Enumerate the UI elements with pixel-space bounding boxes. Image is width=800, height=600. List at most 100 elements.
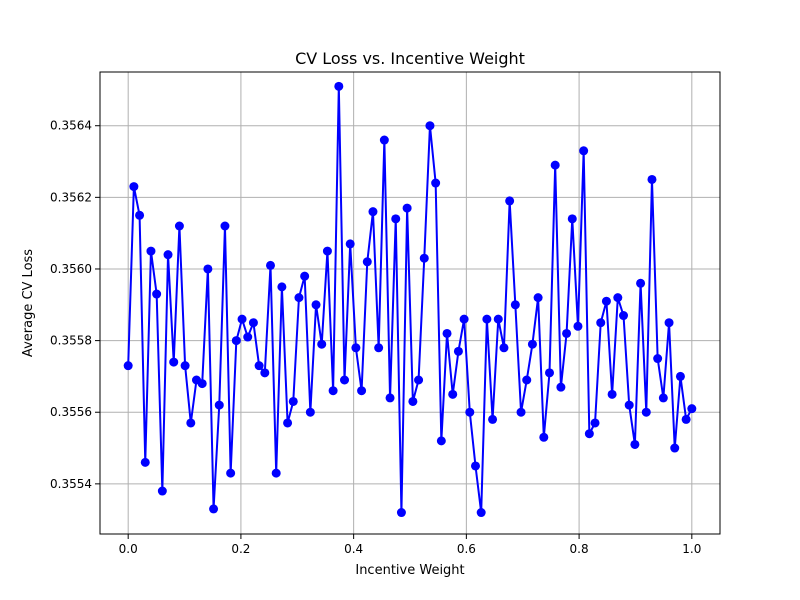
data-point [169, 357, 179, 367]
data-point [283, 418, 293, 428]
data-point [584, 429, 594, 439]
data-point [630, 439, 640, 449]
data-point [687, 404, 697, 414]
data-point [174, 221, 184, 231]
data-point [248, 318, 258, 328]
data-point [556, 382, 566, 392]
data-point [624, 400, 634, 410]
data-point [322, 246, 332, 256]
data-point [157, 486, 167, 496]
data-point [271, 468, 281, 478]
data-point [573, 321, 583, 331]
series-line [127, 85, 693, 514]
series-layer [123, 81, 697, 518]
y-tick-label: 0.3560 [50, 262, 92, 276]
data-point [146, 246, 156, 256]
data-point [414, 375, 424, 385]
x-tick-label: 1.0 [682, 542, 701, 556]
data-point [647, 174, 657, 184]
data-point [607, 389, 617, 399]
data-point [351, 343, 361, 353]
x-axis-label: Incentive Weight [355, 563, 464, 578]
y-tick-label: 0.3562 [50, 190, 92, 204]
data-point [613, 293, 623, 303]
data-point [641, 407, 651, 417]
data-point [197, 379, 207, 389]
x-axis-ticks: 0.0 0.2 0.4 0.6 0.8 1.0 [119, 534, 701, 556]
data-point [516, 407, 526, 417]
data-point [670, 443, 680, 453]
data-point [425, 121, 435, 131]
data-point [334, 81, 344, 91]
data-point [636, 278, 646, 288]
data-point [675, 371, 685, 381]
data-point [129, 182, 139, 192]
data-point [163, 250, 173, 260]
data-point [436, 436, 446, 446]
data-point [294, 293, 304, 303]
data-point [653, 354, 663, 364]
data-point [203, 264, 213, 274]
data-point [505, 196, 515, 206]
data-point [260, 368, 270, 378]
data-point [579, 146, 589, 156]
data-point [590, 418, 600, 428]
x-tick-label: 0.6 [457, 542, 476, 556]
data-point [357, 386, 367, 396]
x-tick-label: 0.8 [570, 542, 589, 556]
data-point [368, 207, 378, 217]
data-point [317, 339, 327, 349]
data-point [596, 318, 606, 328]
y-axis-label: Average CV Loss [21, 249, 36, 357]
data-point [277, 282, 287, 292]
data-point [135, 210, 145, 220]
data-point [419, 253, 429, 263]
data-point [658, 393, 668, 403]
data-point [545, 368, 554, 378]
data-point [550, 160, 560, 170]
data-point [231, 336, 241, 346]
data-point [266, 260, 275, 270]
data-point [527, 339, 537, 349]
data-point [396, 508, 406, 518]
data-point [402, 203, 412, 213]
data-point [180, 361, 190, 371]
data-point [465, 407, 475, 417]
x-tick-label: 0.0 [119, 542, 138, 556]
data-point [362, 257, 372, 267]
data-point [499, 343, 509, 353]
data-point [311, 300, 321, 310]
data-point [442, 328, 452, 338]
y-tick-label: 0.3556 [50, 405, 92, 419]
data-point [522, 375, 532, 385]
data-point [374, 343, 384, 353]
data-point [488, 414, 498, 424]
data-point [448, 389, 458, 399]
data-point [209, 504, 219, 514]
data-point [664, 318, 674, 328]
x-tick-label: 0.4 [344, 542, 363, 556]
data-point [493, 314, 503, 324]
data-point [214, 400, 224, 410]
y-axis-ticks: 0.3554 0.3556 0.3558 0.3560 0.3562 0.3564 [50, 119, 100, 491]
data-point [226, 468, 236, 478]
data-point [459, 314, 469, 324]
y-tick-label: 0.3564 [50, 119, 92, 133]
data-point [379, 135, 389, 145]
data-point [391, 214, 401, 224]
x-tick-label: 0.2 [231, 542, 250, 556]
data-point [237, 314, 247, 324]
data-point [345, 239, 355, 249]
data-point [510, 300, 520, 310]
data-point [470, 461, 480, 471]
data-point [385, 393, 395, 403]
data-point [562, 328, 572, 338]
data-point [431, 178, 441, 188]
data-point [681, 414, 691, 424]
data-point [220, 221, 230, 231]
data-point [254, 361, 264, 371]
data-point [340, 375, 350, 385]
chart-title: CV Loss vs. Incentive Weight [295, 49, 525, 68]
